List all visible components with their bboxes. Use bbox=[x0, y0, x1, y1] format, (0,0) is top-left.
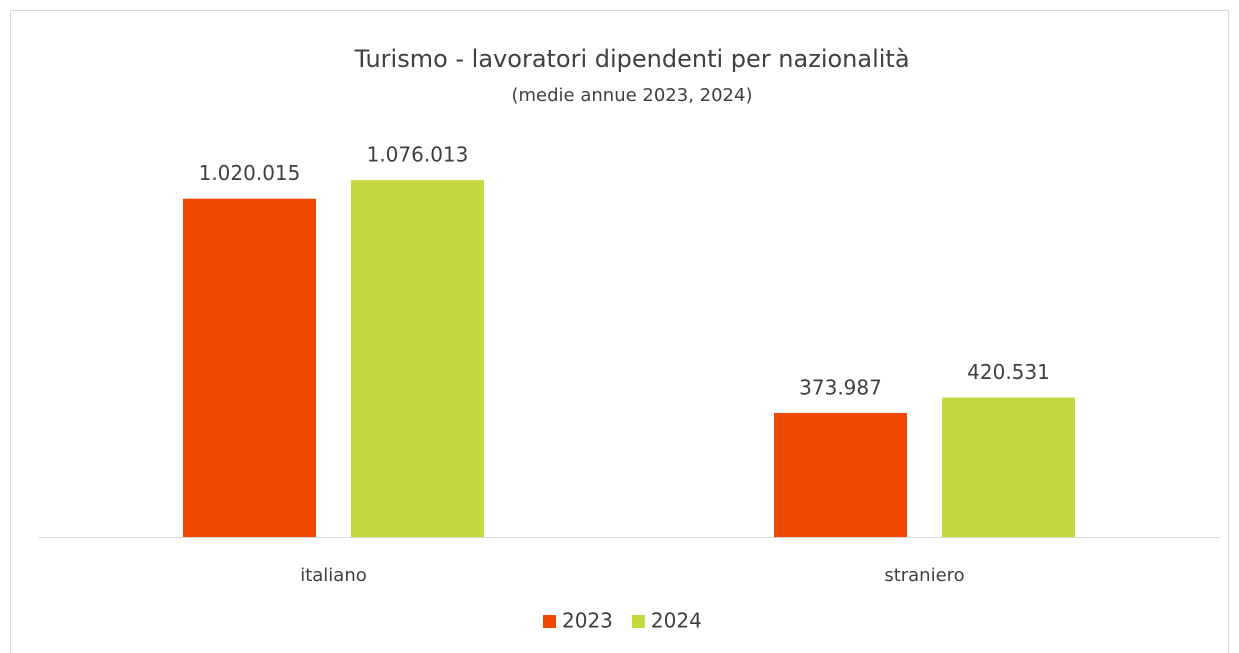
data-label: 1.020.015 bbox=[199, 161, 301, 185]
legend-label: 2024 bbox=[651, 609, 702, 633]
x-tick-label: straniero bbox=[884, 565, 964, 586]
chart-subtitle: (medie annue 2023, 2024) bbox=[512, 85, 753, 106]
data-label: 1.076.013 bbox=[367, 143, 469, 167]
chart-title: Turismo - lavoratori dipendenti per nazi… bbox=[353, 45, 909, 73]
bar bbox=[351, 180, 484, 537]
legend-swatch bbox=[631, 615, 645, 628]
chart-border bbox=[10, 10, 1229, 653]
bar bbox=[183, 198, 316, 538]
legend-label: 2023 bbox=[562, 609, 613, 633]
data-label: 373.987 bbox=[799, 375, 882, 399]
x-tick-label: italiano bbox=[300, 565, 367, 586]
legend-swatch bbox=[543, 615, 556, 628]
bar bbox=[942, 397, 1075, 537]
bar bbox=[774, 412, 907, 537]
data-label: 420.531 bbox=[967, 360, 1050, 384]
